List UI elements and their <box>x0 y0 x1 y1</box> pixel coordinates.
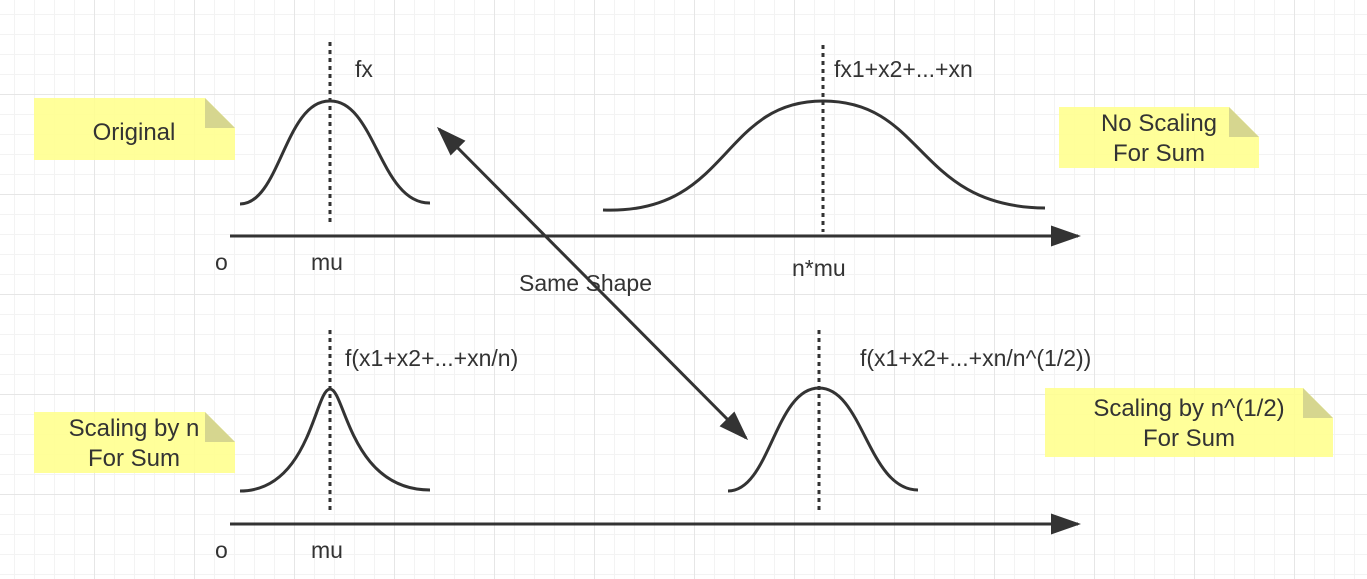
label-f-sum: fx1+x2+...+xn <box>834 56 973 82</box>
note-scaling-sqrt-line-1: Scaling by n^(1/2) <box>1093 395 1284 422</box>
label-origin-top: o <box>215 249 228 275</box>
note-scaling-sqrt-line-2: For Sum <box>1143 425 1235 452</box>
note-scaling-n-line-2: For Sum <box>88 445 180 472</box>
original-distribution-curve <box>239 99 431 206</box>
label-mu-bottom: mu <box>311 537 343 563</box>
sqrt-scaled-distribution-curve <box>727 386 919 493</box>
note-no-scaling: No Scaling For Sum <box>1059 107 1259 168</box>
same-shape-arrow <box>436 126 749 441</box>
note-scaling-n: Scaling by n For Sum <box>34 412 235 473</box>
note-original-line-1: Original <box>93 119 176 146</box>
note-no-scaling-line-2: For Sum <box>1113 140 1205 167</box>
label-mu-top: mu <box>311 249 343 275</box>
note-scaling-sqrt: Scaling by n^(1/2) For Sum <box>1045 388 1333 457</box>
label-origin-bottom: o <box>215 537 228 563</box>
note-original: Original <box>34 98 235 160</box>
mean-distribution-curve <box>239 387 431 493</box>
label-nmu: n*mu <box>792 255 846 281</box>
label-same-shape: Same Shape <box>519 270 652 296</box>
label-fx: fx <box>355 56 373 82</box>
note-no-scaling-line-1: No Scaling <box>1101 110 1217 137</box>
note-scaling-n-line-1: Scaling by n <box>69 415 200 442</box>
label-f-sqrt: f(x1+x2+...+xn/n^(1/2)) <box>860 345 1091 371</box>
label-f-mean: f(x1+x2+...+xn/n) <box>345 345 518 371</box>
